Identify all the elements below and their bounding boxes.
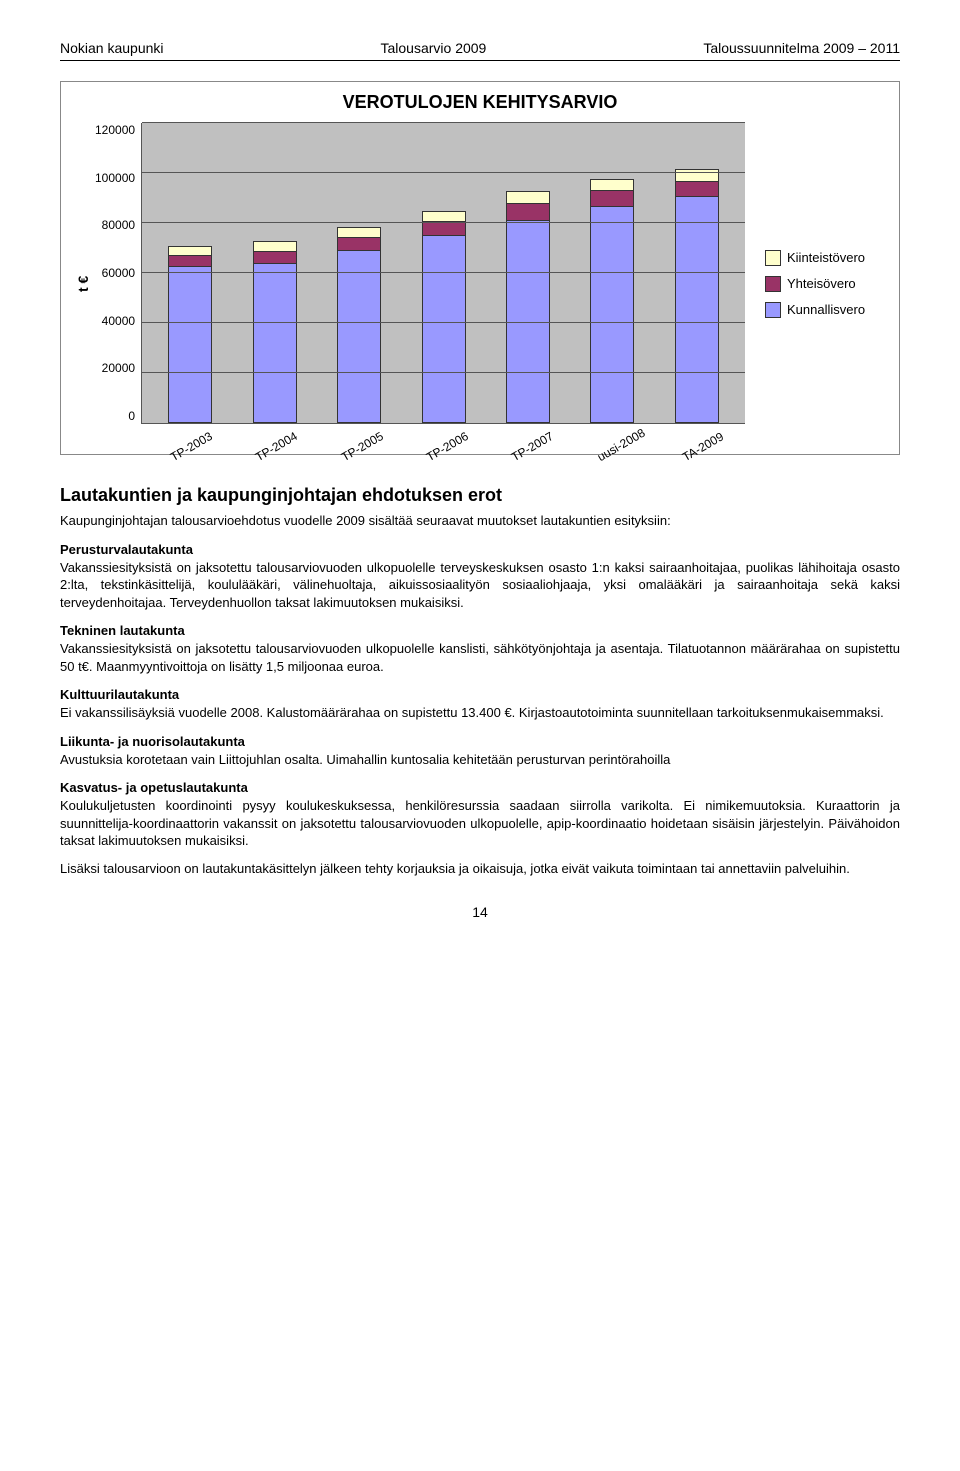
gridline: [142, 222, 745, 223]
bar-segment: [338, 228, 380, 237]
page-header: Nokian kaupunki Talousarvio 2009 Talouss…: [60, 40, 900, 61]
block-heading: Kulttuurilautakunta: [60, 687, 900, 702]
bar-segment: [423, 221, 465, 235]
bar-segment: [423, 235, 465, 422]
page: Nokian kaupunki Talousarvio 2009 Talouss…: [0, 0, 960, 950]
bar-segment: [507, 220, 549, 422]
gridline: [142, 122, 745, 123]
gridline: [142, 172, 745, 173]
bar-segment: [338, 237, 380, 250]
y-tick: 40000: [95, 314, 135, 328]
block-text: Avustuksia korotetaan vain Liittojuhlan …: [60, 751, 900, 769]
gridline: [142, 272, 745, 273]
bar-segment: [591, 206, 633, 422]
header-center: Talousarvio 2009: [380, 40, 486, 56]
legend-label: Yhteisövero: [787, 276, 856, 291]
closing-text: Lisäksi talousarvioon on lautakuntakäsit…: [60, 860, 900, 878]
x-tick: uusi-2008: [595, 430, 640, 464]
bar-stack: [590, 179, 634, 424]
page-number: 14: [60, 904, 900, 920]
header-left: Nokian kaupunki: [60, 40, 164, 56]
bar-segment: [676, 196, 718, 422]
block-heading: Tekninen lautakunta: [60, 623, 900, 638]
legend-swatch: [765, 276, 781, 292]
block-text: Koulukuljetusten koordinointi pysyy koul…: [60, 797, 900, 850]
block-heading: Kasvatus- ja opetuslautakunta: [60, 780, 900, 795]
x-labels: TP-2003TP-2004TP-2005TP-2006TP-2007uusi-…: [135, 424, 745, 444]
bar-segment: [676, 181, 718, 196]
block-text: Vakanssiesityksistä on jaksotettu talous…: [60, 559, 900, 612]
bar-segment: [169, 266, 211, 422]
y-tick: 120000: [95, 123, 135, 137]
y-tick: 60000: [95, 266, 135, 280]
bar-segment: [423, 212, 465, 221]
bar-segment: [254, 263, 296, 422]
bar-segment: [169, 255, 211, 266]
bar-segment: [507, 203, 549, 220]
legend-item: Yhteisövero: [759, 276, 889, 292]
bar-segment: [591, 190, 633, 206]
yaxis-label: t €: [71, 123, 95, 444]
bars-container: [142, 123, 745, 423]
x-tick: TP-2006: [424, 430, 469, 464]
section-title: Lautakuntien ja kaupunginjohtajan ehdotu…: [60, 485, 900, 506]
revenue-chart: VEROTULOJEN KEHITYSARVIO t € 120000 10000…: [60, 81, 900, 455]
y-tick: 80000: [95, 218, 135, 232]
bar-segment: [169, 247, 211, 255]
plot-area: [141, 123, 745, 424]
gridline: [142, 372, 745, 373]
legend-swatch: [765, 250, 781, 266]
content-blocks: Perusturvalautakunta Vakanssiesityksistä …: [60, 542, 900, 850]
block-text: Vakanssiesityksistä on jaksotettu talous…: [60, 640, 900, 675]
x-tick: TA-2009: [680, 430, 725, 464]
bar-segment: [507, 192, 549, 202]
bar-stack: [337, 227, 381, 423]
header-right: Taloussuunnitelma 2009 – 2011: [703, 40, 900, 56]
bar-stack: [506, 191, 550, 423]
chart-title: VEROTULOJEN KEHITYSARVIO: [71, 92, 889, 113]
bar-segment: [338, 250, 380, 422]
legend-swatch: [765, 302, 781, 318]
legend-label: Kiinteistövero: [787, 250, 865, 265]
y-tick: 100000: [95, 171, 135, 185]
bar-stack: [253, 241, 297, 423]
bar-segment: [254, 251, 296, 263]
intro-text: Kaupunginjohtajan talousarvioehdotus vuo…: [60, 512, 900, 530]
legend-label: Kunnallisvero: [787, 302, 865, 317]
bar-segment: [254, 242, 296, 250]
block-text: Ei vakanssilisäyksiä vuodelle 2008. Kalu…: [60, 704, 900, 722]
block-heading: Liikunta- ja nuorisolautakunta: [60, 734, 900, 749]
x-tick: TP-2007: [509, 430, 554, 464]
legend-item: Kiinteistövero: [759, 250, 889, 266]
x-tick: TP-2005: [338, 430, 383, 464]
y-tick: 0: [95, 409, 135, 423]
y-tick: 20000: [95, 361, 135, 375]
x-tick: TP-2003: [168, 430, 213, 464]
bar-segment: [591, 180, 633, 191]
bar-stack: [422, 211, 466, 423]
bar-stack: [675, 169, 719, 423]
legend-item: Kunnallisvero: [759, 302, 889, 318]
x-tick: TP-2004: [253, 430, 298, 464]
legend: Kiinteistövero Yhteisövero Kunnallisvero: [745, 123, 889, 444]
gridline: [142, 322, 745, 323]
block-heading: Perusturvalautakunta: [60, 542, 900, 557]
y-ticks: 120000 100000 80000 60000 40000 20000 0: [95, 123, 141, 423]
